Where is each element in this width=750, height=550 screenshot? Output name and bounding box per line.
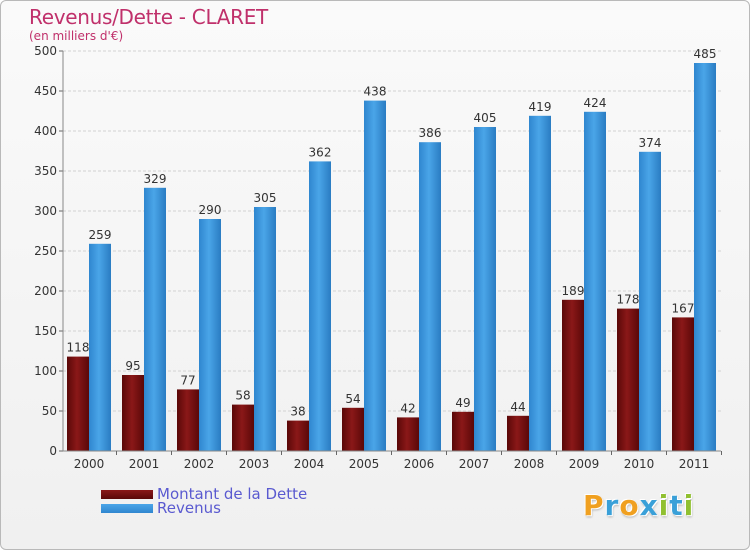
- bar-dette-2008: [507, 415, 529, 451]
- bar-revenus-2005: [364, 100, 386, 451]
- legend-label-dette: Montant de la Dette: [157, 485, 308, 503]
- value-labels: 118 259 95 329 77 290 58 305 38 362 54 438 42 386 49 40…: [67, 47, 717, 419]
- bar-dette-2005: [342, 407, 364, 451]
- bar-revenus-2000: [89, 243, 111, 451]
- bar-revenus-2004: [309, 161, 331, 451]
- x-tick-label-2010: 2010: [624, 457, 655, 471]
- bar-dette-2007: [452, 411, 474, 451]
- y-tick-label-500: 500: [34, 44, 57, 58]
- x-tick-label-2001: 2001: [129, 457, 160, 471]
- chart-title: Revenus/Dette - CLARET: [29, 5, 268, 29]
- bar-dette-2002: [177, 389, 199, 451]
- logo-letter-2: o: [619, 489, 640, 522]
- value-label-revenus-2001: 329: [144, 172, 167, 186]
- value-label-dette-2004: 38: [290, 405, 305, 419]
- value-label-revenus-2011: 485: [694, 47, 717, 61]
- bar-dette-2009: [562, 299, 584, 451]
- value-label-revenus-2005: 438: [364, 85, 387, 99]
- y-tick-label-250: 250: [34, 244, 57, 258]
- bar-revenus-2008: [529, 115, 551, 452]
- bar-dette-2010: [617, 308, 639, 451]
- y-tick-label-350: 350: [34, 164, 57, 178]
- bar-chart: 118 259 95 329 77 290 58 305 38 362 54 438 42 386 49 40…: [34, 44, 722, 471]
- bar-revenus-2009: [584, 111, 606, 452]
- bars: [67, 63, 716, 452]
- x-tick-label-2006: 2006: [404, 457, 435, 471]
- value-label-revenus-2000: 259: [89, 228, 112, 242]
- value-label-revenus-2004: 362: [309, 145, 332, 159]
- bar-dette-2004: [287, 420, 309, 451]
- value-label-dette-2008: 44: [510, 400, 525, 414]
- bar-dette-2000: [67, 356, 89, 451]
- value-label-dette-2003: 58: [235, 389, 250, 403]
- y-tick-label-400: 400: [34, 124, 57, 138]
- x-tick-label-2002: 2002: [184, 457, 215, 471]
- axes: 0 50 100 150 200 250 300 350 400 450 500 2000 2001 20…: [34, 44, 722, 471]
- logo-letter-1: r: [604, 489, 620, 522]
- bar-revenus-2006: [419, 142, 441, 451]
- logo-letter-4: i: [658, 489, 670, 522]
- legend-swatch-dette: [101, 490, 153, 499]
- x-tick-label-2000: 2000: [74, 457, 105, 471]
- y-tick-label-100: 100: [34, 364, 57, 378]
- x-tick-label-2007: 2007: [459, 457, 490, 471]
- bar-revenus-2010: [639, 151, 661, 452]
- bar-revenus-2003: [254, 207, 276, 451]
- value-label-revenus-2006: 386: [419, 126, 442, 140]
- value-label-revenus-2002: 290: [199, 203, 222, 217]
- bar-revenus-2002: [199, 219, 221, 451]
- x-tick-label-2009: 2009: [569, 457, 600, 471]
- y-tick-label-450: 450: [34, 84, 57, 98]
- bar-revenus-2007: [474, 127, 496, 451]
- bar-revenus-2011: [694, 63, 716, 451]
- logo-letter-6: i: [683, 489, 695, 522]
- value-label-revenus-2008: 419: [529, 100, 552, 114]
- value-label-dette-2005: 54: [345, 392, 360, 406]
- bar-dette-2003: [232, 404, 254, 451]
- value-label-dette-2002: 77: [180, 373, 195, 387]
- value-label-dette-2011: 167: [672, 301, 695, 315]
- value-label-dette-2007: 49: [455, 396, 470, 410]
- y-tick-label-150: 150: [34, 324, 57, 338]
- y-tick-label-300: 300: [34, 204, 57, 218]
- bar-revenus-2001: [144, 187, 166, 452]
- chart-subtitle: (en milliers d'€): [29, 29, 124, 43]
- value-label-revenus-2003: 305: [254, 191, 277, 205]
- proxiti-logo: Proxiti: [583, 489, 694, 522]
- y-tick-label-50: 50: [42, 404, 57, 418]
- legend-swatch-revenus: [101, 504, 153, 513]
- value-label-dette-2010: 178: [617, 293, 640, 307]
- bar-dette-2011: [672, 317, 694, 451]
- value-label-dette-2009: 189: [562, 284, 585, 298]
- bar-dette-2001: [122, 375, 144, 451]
- value-label-revenus-2007: 405: [474, 111, 497, 125]
- logo-letter-3: x: [639, 489, 659, 522]
- bar-dette-2006: [397, 417, 419, 451]
- value-label-revenus-2009: 424: [584, 96, 607, 110]
- value-label-dette-2006: 42: [400, 401, 415, 415]
- y-tick-label-200: 200: [34, 284, 57, 298]
- x-tick-label-2008: 2008: [514, 457, 545, 471]
- logo-letter-5: t: [669, 489, 684, 522]
- x-tick-label-2003: 2003: [239, 457, 270, 471]
- legend-label-revenus: Revenus: [157, 499, 221, 517]
- value-label-revenus-2010: 374: [639, 136, 662, 150]
- y-tick-label-0: 0: [49, 444, 57, 458]
- x-tick-label-2004: 2004: [294, 457, 325, 471]
- value-label-dette-2001: 95: [125, 359, 140, 373]
- x-tick-label-2011: 2011: [679, 457, 710, 471]
- value-label-dette-2000: 118: [67, 341, 90, 355]
- x-tick-label-2005: 2005: [349, 457, 380, 471]
- logo-letter-0: P: [583, 489, 605, 522]
